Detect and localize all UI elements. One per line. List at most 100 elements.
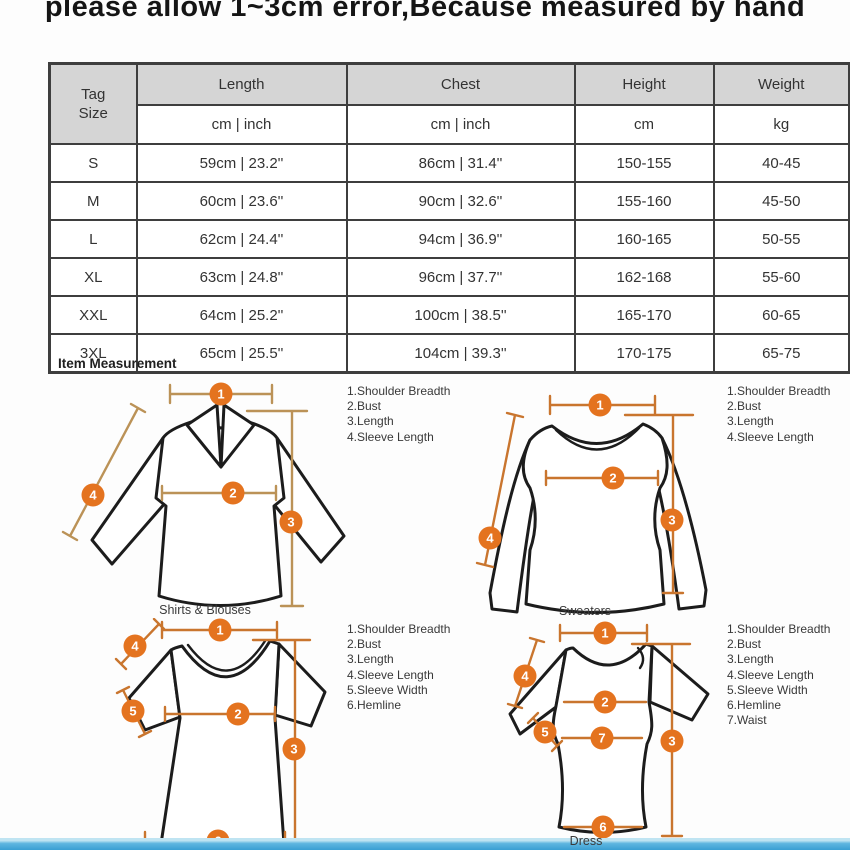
marker-circle [593, 690, 617, 714]
cell-chest: 86cm | 31.4'' [345, 143, 576, 183]
marker-circle [81, 483, 105, 507]
legend-sweaters: 1.Shoulder Breadth 2.Bust 3.Length 4.Sle… [727, 384, 830, 445]
marker-number: 2 [601, 695, 608, 710]
cell-size: L [48, 219, 138, 259]
marker-circle [601, 466, 625, 490]
marker-number: 4 [89, 488, 97, 503]
cell-height: 150-155 [573, 143, 715, 183]
table-row: L 62cm | 24.4'' 94cm | 36.9'' 160-165 50… [48, 219, 850, 259]
marker-number: 5 [541, 725, 548, 740]
cell-chest: 100cm | 38.5'' [345, 295, 576, 335]
cell-length: 65cm | 25.5'' [135, 333, 348, 374]
marker-number: 3 [668, 734, 675, 749]
marker-circle [209, 382, 233, 406]
marker-circle [588, 393, 612, 417]
cell-size: XL [48, 257, 138, 297]
marker-number: 6 [599, 820, 606, 835]
legend-item: 6.Hemline [347, 698, 402, 713]
cell-length: 63cm | 24.8'' [135, 257, 348, 297]
dress-neck-fold [636, 646, 645, 670]
shirt-diagram: 1 2 3 4 [61, 382, 346, 608]
col-header-weight: Weight [712, 62, 850, 106]
cell-weight: 55-60 [712, 257, 850, 297]
corner-line1: Tag [81, 86, 106, 103]
tshirt-diagram: 1 2 3 4 5 6 [114, 618, 327, 850]
cell-height: 155-160 [573, 181, 715, 221]
sweater-left-sleeve [488, 438, 537, 614]
legend-item: 7.Waist [727, 713, 767, 728]
marker-number: 3 [290, 742, 297, 757]
cell-height: 170-175 [573, 333, 715, 374]
table-header-row: Tag Size Length Chest Height Weight [48, 62, 850, 145]
marker-circle [591, 815, 615, 839]
legend-item: 3.Length [347, 652, 394, 667]
cell-chest: 96cm | 37.7'' [345, 257, 576, 297]
unit-weight: kg [712, 104, 850, 145]
sweater-body [521, 422, 669, 614]
legend-item: 3.Length [727, 652, 774, 667]
marker-circle [226, 702, 250, 726]
marker-number: 1 [216, 623, 223, 638]
table-row: XL 63cm | 24.8'' 96cm | 37.7'' 162-168 5… [48, 257, 850, 297]
legend-dress: 1.Shoulder Breadth 2.Bust 3.Length 4.Sle… [727, 622, 830, 728]
shirt-collar-right [219, 403, 256, 469]
sweater-neck-rim [554, 426, 641, 451]
cell-weight: 65-75 [712, 333, 850, 374]
cell-size: 3XL [48, 333, 138, 374]
legend-item: 2.Bust [347, 399, 382, 414]
cell-size: S [48, 143, 138, 183]
legend-item: 4.Sleeve Length [347, 667, 434, 682]
cell-length: 64cm | 25.2'' [135, 295, 348, 335]
shirt-outline [90, 403, 346, 607]
legend-item: 2.Bust [727, 637, 762, 652]
cell-size: XXL [48, 295, 138, 335]
legend-item: 1.Shoulder Breadth [347, 622, 451, 636]
marker-number: 3 [668, 513, 675, 528]
sweater-diagram: 1 2 3 4 [475, 393, 708, 614]
corner-line2: Size [78, 105, 108, 122]
unit-chest: cm | inch [345, 104, 576, 145]
dress-diagram: 1 2 3 4 5 6 7 [506, 621, 710, 839]
tshirt-neck-rim [186, 639, 267, 672]
legend-item: 4.Sleeve Length [347, 429, 434, 444]
cell-length: 59cm | 23.2'' [135, 143, 348, 183]
corner-cell: Tag Size [48, 62, 138, 145]
legend-item: 5.Sleeve Width [727, 682, 808, 697]
table-units-row: cm | inch cm | inch cm kg [50, 104, 850, 145]
marker-number: 3 [287, 515, 294, 530]
caption-sweaters: Sweaters [558, 604, 612, 618]
shirt-left-sleeve [90, 436, 168, 566]
cell-height: 160-165 [573, 219, 715, 259]
sweater-measure-lines [475, 394, 695, 595]
marker-circle [221, 481, 245, 505]
marker-number: 4 [486, 531, 494, 546]
legend-item: 4.Sleeve Length [727, 429, 814, 444]
marker-number: 4 [131, 639, 139, 654]
marker-number: 2 [229, 486, 236, 501]
legend-item: 2.Bust [727, 399, 762, 414]
bottom-blue-bar [0, 838, 850, 850]
col-header-length: Length [135, 62, 348, 106]
cell-height: 162-168 [573, 257, 715, 297]
legend-item: 1.Shoulder Breadth [347, 384, 451, 398]
cell-weight: 50-55 [712, 219, 850, 259]
marker-number: 1 [596, 398, 603, 413]
legend-item: 3.Length [347, 414, 394, 429]
legend-item: 3.Length [727, 414, 774, 429]
marker-circle [590, 726, 614, 750]
cell-size: M [48, 181, 138, 221]
col-header-height: Height [573, 62, 715, 106]
legend-item: 5.Sleeve Width [347, 682, 428, 697]
legend-item: 1.Shoulder Breadth [727, 384, 831, 398]
marker-number: 1 [601, 626, 608, 641]
legend-item: 2.Bust [347, 637, 382, 652]
marker-number: 5 [129, 704, 136, 719]
legend-item: 1.Shoulder Breadth [727, 622, 831, 636]
cell-length: 60cm | 23.6'' [135, 181, 348, 221]
size-table: Tag Size Length Chest Height Weight cm |… [48, 62, 850, 374]
marker-circle [121, 699, 145, 723]
caption-dress: Dress [569, 834, 603, 848]
table-row: 3XL 65cm | 25.5'' 104cm | 39.3'' 170-175… [48, 333, 850, 374]
marker-circle [593, 621, 617, 645]
legend-item: 4.Sleeve Length [727, 667, 814, 682]
